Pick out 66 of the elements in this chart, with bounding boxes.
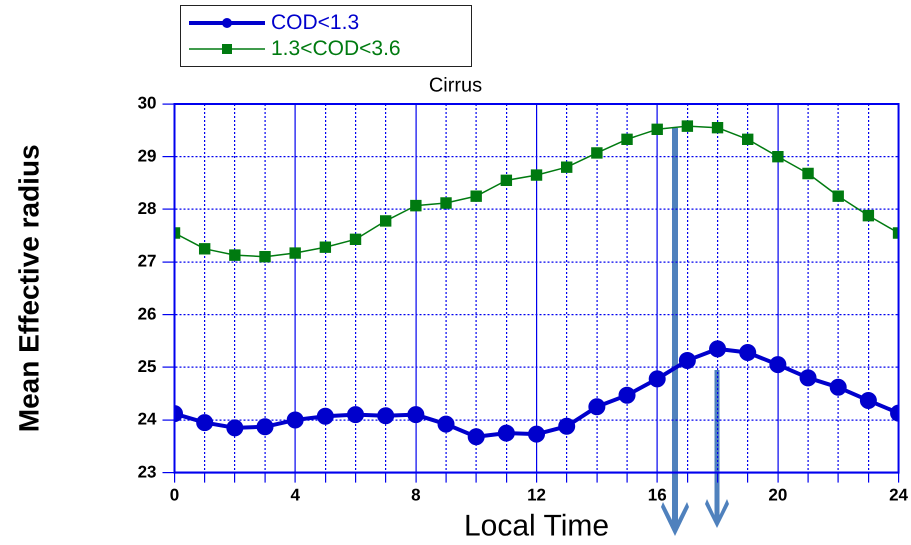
point — [742, 134, 754, 145]
y-tick-label: 26 — [138, 304, 157, 324]
point — [621, 134, 633, 145]
point — [380, 215, 392, 227]
point — [678, 352, 696, 369]
point — [860, 392, 877, 409]
point — [862, 210, 874, 222]
point — [196, 414, 214, 432]
point — [198, 243, 210, 255]
point — [560, 161, 572, 173]
y-tick-label: 23 — [138, 462, 157, 482]
point — [500, 174, 512, 186]
x-axis-title: Local Time — [464, 509, 610, 542]
y-tick-label: 30 — [138, 94, 157, 113]
point — [830, 378, 847, 396]
point — [769, 356, 786, 374]
x-tick-label: 4 — [290, 485, 300, 504]
point — [226, 419, 244, 436]
point — [832, 190, 844, 202]
x-tick-label: 0 — [170, 485, 180, 504]
legend-label: 1.3<COD<3.6 — [271, 37, 401, 60]
point — [320, 242, 332, 253]
x-tick-label: 8 — [411, 485, 421, 504]
x-tick-label: 12 — [527, 485, 546, 504]
point — [652, 124, 663, 135]
point — [256, 418, 274, 436]
y-tick-label: 25 — [138, 356, 157, 376]
point — [289, 247, 301, 259]
point — [440, 197, 452, 209]
point — [558, 418, 576, 435]
point — [347, 406, 364, 424]
point — [530, 169, 542, 181]
point — [468, 428, 485, 446]
point — [286, 411, 304, 428]
x-tick-label: 20 — [768, 485, 788, 504]
point — [648, 370, 666, 388]
x-tick-label: 24 — [889, 485, 909, 504]
point — [229, 249, 241, 261]
x-tick-label: 16 — [648, 485, 667, 504]
point — [618, 386, 636, 404]
point — [377, 407, 394, 424]
point — [772, 150, 784, 162]
point — [350, 234, 362, 246]
point — [712, 122, 724, 134]
point — [259, 251, 271, 262]
point — [470, 190, 482, 202]
point — [438, 416, 455, 433]
y-tick-label: 29 — [138, 146, 157, 166]
y-tick-label: 28 — [138, 199, 157, 218]
y-axis-title: Mean Effective radius — [14, 144, 45, 432]
point — [802, 168, 814, 180]
point — [407, 406, 424, 424]
point — [800, 369, 817, 386]
point — [316, 408, 334, 425]
y-tick-label: 24 — [138, 410, 158, 429]
point — [410, 200, 422, 212]
point — [528, 426, 546, 443]
point — [682, 120, 694, 132]
point — [588, 398, 606, 416]
chart-title: Cirrus — [428, 74, 482, 97]
point — [709, 340, 726, 358]
point — [498, 424, 515, 442]
legend-label: COD<1.3 — [271, 11, 360, 34]
point — [591, 147, 603, 159]
y-tick-label: 27 — [138, 252, 157, 271]
point — [739, 344, 756, 362]
